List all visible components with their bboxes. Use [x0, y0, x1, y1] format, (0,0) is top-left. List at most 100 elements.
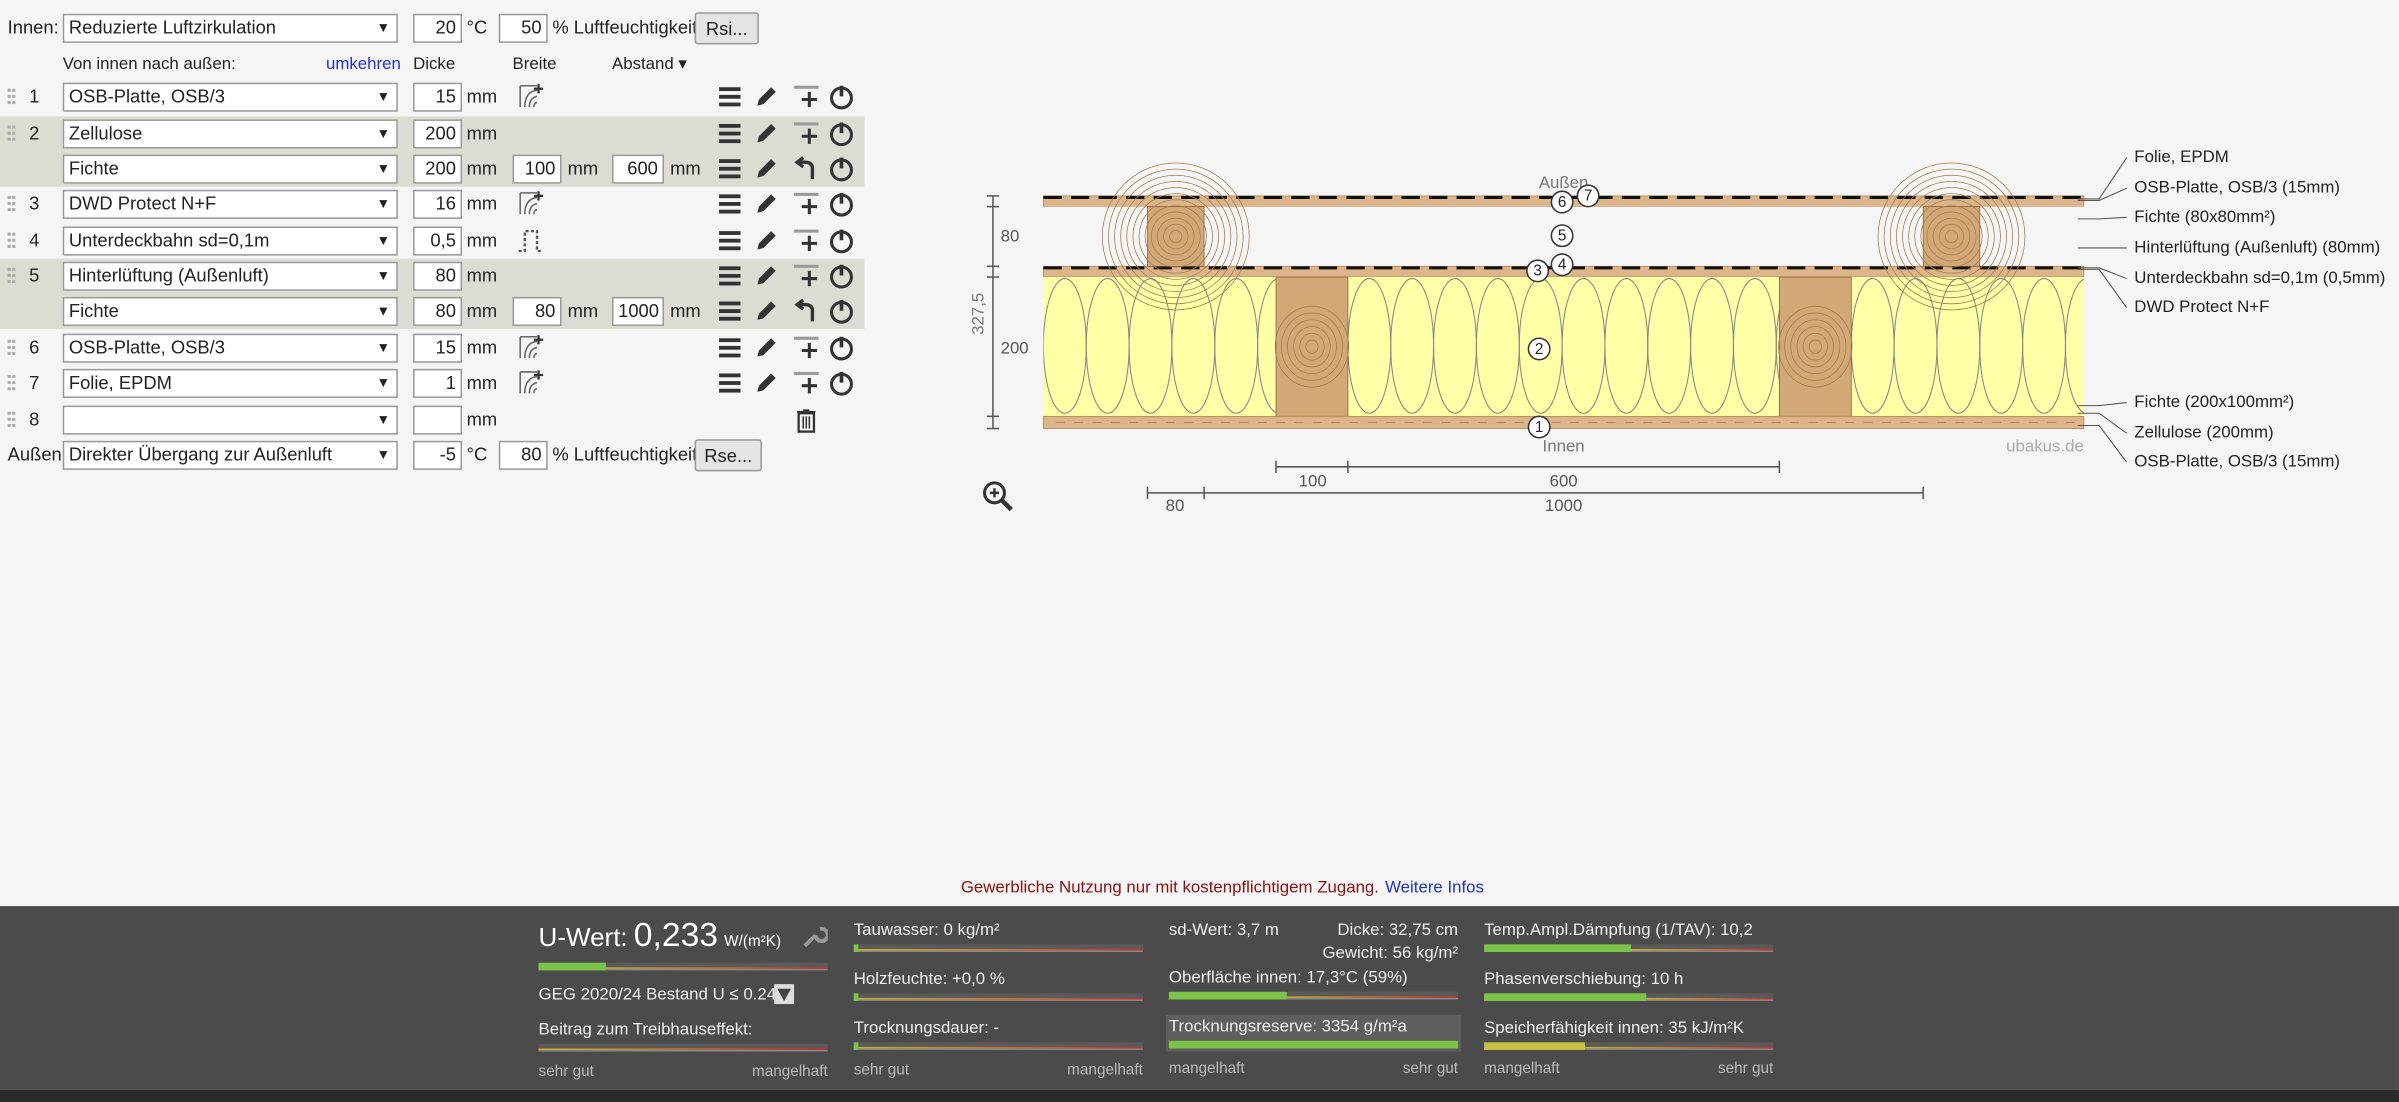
add-layer-icon[interactable] — [793, 334, 821, 362]
thickness-input[interactable]: 200 — [413, 119, 463, 149]
settings-icon[interactable] — [800, 923, 830, 951]
diagram-label: 100 — [1299, 472, 1327, 491]
label: Abstand ▾ — [611, 55, 687, 74]
thickness-input[interactable] — [413, 405, 463, 435]
power-icon[interactable] — [828, 190, 856, 218]
scale-label: mangelhaft — [752, 1063, 828, 1081]
spacing-input[interactable]: 1000 — [611, 296, 665, 327]
material-icon[interactable] — [517, 190, 545, 218]
material-select[interactable]: OSB-Platte, OSB/3 ▼ — [62, 333, 398, 363]
add-layer-icon[interactable] — [793, 83, 821, 111]
outer-climate-select[interactable]: Direkter Übergang zur Außenluft ▼ — [62, 440, 398, 470]
add-layer-icon[interactable] — [793, 227, 821, 255]
edit-icon[interactable] — [753, 227, 781, 255]
inner-temp-input[interactable]: 20 — [413, 13, 463, 43]
edit-icon[interactable] — [753, 190, 781, 218]
undo-icon[interactable] — [793, 155, 821, 183]
drag-handle[interactable] — [7, 411, 16, 428]
add-layer-icon[interactable] — [793, 119, 821, 147]
power-icon[interactable] — [828, 334, 856, 362]
power-icon[interactable] — [828, 297, 856, 325]
menu-icon[interactable] — [716, 369, 744, 397]
material-icon[interactable] — [517, 227, 545, 255]
menu-icon[interactable] — [716, 262, 744, 290]
outer-humidity-input[interactable]: 80 — [498, 440, 548, 470]
menu-icon[interactable] — [716, 297, 744, 325]
material-select[interactable]: DWD Protect N+F ▼ — [62, 189, 398, 219]
label: Oberfläche innen: 17,3°C (59%) — [1168, 968, 1408, 988]
label: Trocknungsreserve: 3354 g/m²a — [1168, 1017, 1407, 1037]
material-select[interactable]: Fichte ▼ — [62, 296, 398, 327]
inner-humidity-input[interactable]: 50 — [498, 13, 548, 43]
icon — [519, 370, 544, 394]
inner-climate-select[interactable]: Reduzierte Luftzirkulation ▼ — [62, 13, 398, 43]
value: Zellulose — [68, 122, 143, 144]
thickness-input[interactable]: 200 — [413, 154, 463, 184]
width-input[interactable]: 80 — [512, 296, 562, 327]
thickness-input[interactable]: 80 — [413, 261, 463, 291]
zoom-icon[interactable] — [982, 481, 1013, 512]
power-icon[interactable] — [828, 155, 856, 183]
material-select[interactable]: Unterdeckbahn sd=0,1m ▼ — [62, 226, 398, 256]
drag-handle[interactable] — [7, 195, 16, 212]
drag-handle[interactable] — [7, 88, 16, 105]
edit-icon[interactable] — [753, 369, 781, 397]
menu-icon[interactable] — [716, 190, 744, 218]
power-icon[interactable] — [828, 83, 856, 111]
menu-icon[interactable] — [716, 227, 744, 255]
material-select[interactable]: OSB-Platte, OSB/3 ▼ — [62, 82, 398, 112]
material-select[interactable]: Fichte ▼ — [62, 154, 398, 184]
value: Hinterlüftung (Außenluft) — [68, 264, 269, 287]
insulation-loop — [1775, 308, 1780, 384]
edit-icon[interactable] — [753, 334, 781, 362]
drag-handle[interactable] — [7, 374, 16, 391]
edit-icon[interactable] — [753, 155, 781, 183]
menu-icon[interactable] — [716, 83, 744, 111]
material-select[interactable]: Hinterlüftung (Außenluft) ▼ — [62, 261, 398, 291]
power-icon[interactable] — [828, 369, 856, 397]
undo-icon[interactable] — [793, 297, 821, 325]
edit-icon[interactable] — [753, 83, 781, 111]
timber — [1778, 276, 1852, 417]
thickness-input[interactable]: 80 — [413, 296, 463, 327]
add-layer-icon[interactable] — [793, 369, 821, 397]
delete-icon[interactable] — [793, 406, 821, 434]
menu-icon[interactable] — [716, 334, 744, 362]
material-select[interactable]: ▼ — [62, 405, 398, 435]
thickness-input[interactable]: 16 — [413, 189, 463, 219]
edit-icon[interactable] — [753, 119, 781, 147]
notice-link[interactable]: Weitere Infos — [1385, 878, 1484, 897]
material-icon[interactable] — [517, 369, 545, 397]
outer-temp-input[interactable]: -5 — [413, 440, 463, 470]
power-icon[interactable] — [828, 227, 856, 255]
thickness-input[interactable]: 1 — [413, 368, 463, 398]
power-icon[interactable] — [828, 119, 856, 147]
rsi-button[interactable]: Rsi... — [694, 12, 759, 45]
spacing-input[interactable]: 600 — [611, 154, 665, 184]
reverse-link[interactable]: umkehren — [326, 55, 401, 74]
drag-handle[interactable] — [7, 267, 16, 284]
dropdown-toggle[interactable] — [774, 984, 795, 1005]
icon — [830, 229, 853, 254]
rse-button[interactable]: Rse... — [694, 439, 762, 472]
material-select[interactable]: Zellulose ▼ — [62, 119, 398, 149]
thickness-input[interactable]: 15 — [413, 82, 463, 112]
power-icon[interactable] — [828, 262, 856, 290]
menu-icon[interactable] — [716, 119, 744, 147]
thickness-input[interactable]: 15 — [413, 333, 463, 363]
material-icon[interactable] — [517, 83, 545, 111]
drag-handle[interactable] — [7, 232, 16, 248]
label: °C — [466, 443, 488, 466]
thickness-input[interactable]: 0,5 — [413, 226, 463, 256]
unit: mm — [567, 299, 599, 322]
edit-icon[interactable] — [753, 297, 781, 325]
drag-handle[interactable] — [7, 339, 16, 356]
add-layer-icon[interactable] — [793, 262, 821, 290]
add-layer-icon[interactable] — [793, 190, 821, 218]
material-select[interactable]: Folie, EPDM ▼ — [62, 368, 398, 398]
edit-icon[interactable] — [753, 262, 781, 290]
width-input[interactable]: 100 — [512, 154, 562, 184]
menu-icon[interactable] — [716, 155, 744, 183]
drag-handle[interactable] — [7, 125, 16, 141]
material-icon[interactable] — [517, 334, 545, 362]
